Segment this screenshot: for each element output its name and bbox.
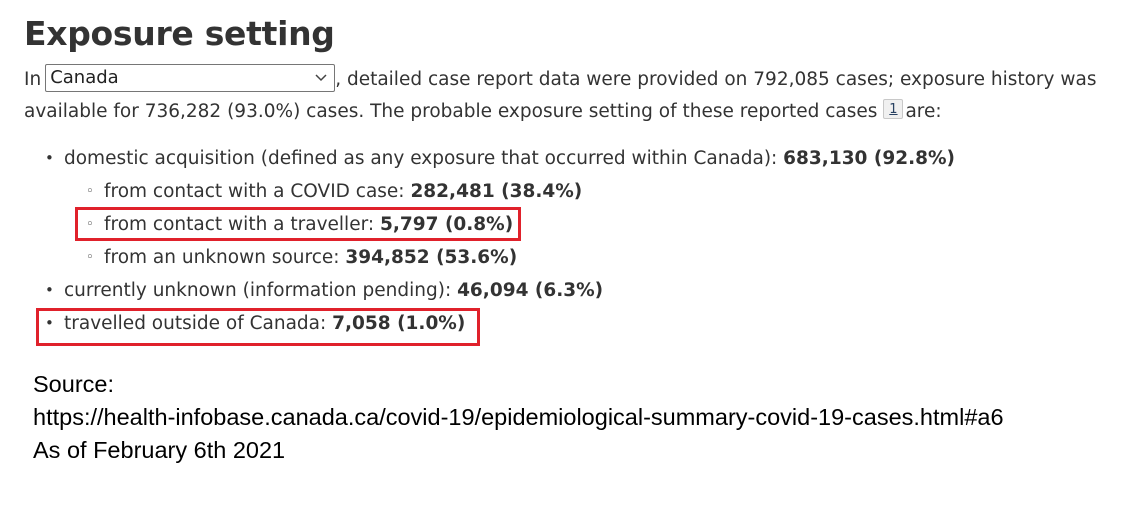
bullet: • bbox=[45, 149, 54, 167]
intro-line2-end: are: bbox=[905, 101, 942, 122]
item-label: from an unknown source: bbox=[104, 247, 346, 268]
source-url: https://health-infobase.canada.ca/covid-… bbox=[33, 404, 1004, 430]
bullet: ◦ bbox=[86, 184, 94, 199]
source-block: Source: https://health-infobase.canada.c… bbox=[33, 368, 1004, 467]
item-value: 7,058 (1.0%) bbox=[332, 313, 466, 334]
intro-prefix: In bbox=[24, 69, 42, 90]
bullet: ◦ bbox=[86, 250, 94, 265]
bullet: • bbox=[45, 281, 54, 299]
list-item-currently-unknown: • currently unknown (information pending… bbox=[24, 274, 1024, 307]
item-value: 5,797 (0.8%) bbox=[379, 214, 514, 235]
intro-line-1: In Canada , detailed case report data we… bbox=[24, 64, 1124, 96]
intro-paragraph: In Canada , detailed case report data we… bbox=[24, 64, 1124, 128]
list-item-contact-covid-case: ◦ from contact with a COVID case: 282,48… bbox=[24, 175, 1024, 208]
item-value: 683,130 (92.8%) bbox=[783, 148, 955, 169]
intro-text-after-select: , detailed case report data were provide… bbox=[335, 69, 1097, 90]
as-of-date: As of February 6th 2021 bbox=[33, 437, 286, 463]
item-label: from contact with a COVID case: bbox=[104, 181, 411, 202]
item-label: travelled outside of Canada: bbox=[64, 313, 333, 334]
chevron-down-icon bbox=[315, 74, 327, 82]
item-label: domestic acquisition (defined as any exp… bbox=[64, 148, 784, 169]
bullet: ◦ bbox=[86, 217, 94, 232]
intro-line-2: available for 736,282 (93.0%) cases. The… bbox=[24, 96, 1124, 128]
jurisdiction-select-value: Canada bbox=[50, 67, 119, 88]
exposure-list: • domestic acquisition (defined as any e… bbox=[24, 142, 1024, 340]
item-value: 282,481 (38.4%) bbox=[410, 181, 583, 202]
jurisdiction-select[interactable]: Canada bbox=[45, 64, 336, 92]
list-item-unknown-source: ◦ from an unknown source: 394,852 (53.6%… bbox=[24, 241, 1024, 274]
list-item-travelled-outside: • travelled outside of Canada: 7,058 (1.… bbox=[24, 307, 1024, 340]
footnote-link[interactable]: 1 bbox=[883, 99, 904, 119]
intro-line2-text: available for 736,282 (93.0%) cases. The… bbox=[24, 101, 878, 122]
item-value: 46,094 (6.3%) bbox=[457, 280, 604, 301]
item-value: 394,852 (53.6%) bbox=[345, 247, 518, 268]
source-label: Source: bbox=[33, 371, 114, 397]
list-item-domestic-acquisition: • domestic acquisition (defined as any e… bbox=[24, 142, 1024, 175]
item-label: currently unknown (information pending): bbox=[64, 280, 458, 301]
item-label: from contact with a traveller: bbox=[104, 214, 380, 235]
page-title: Exposure setting bbox=[24, 14, 335, 53]
bullet: • bbox=[45, 314, 54, 332]
list-item-contact-traveller: ◦ from contact with a traveller: 5,797 (… bbox=[24, 208, 1024, 241]
